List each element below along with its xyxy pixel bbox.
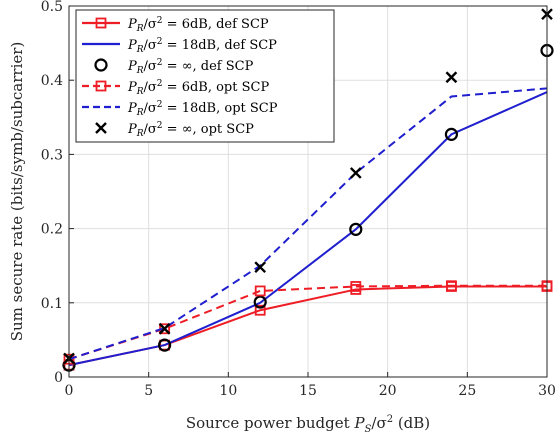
legend-item: PR/σ2 = 18dB, opt SCP	[82, 100, 278, 118]
data-point	[254, 304, 266, 316]
data-point	[444, 127, 458, 141]
x-tick-label: 5	[144, 383, 153, 399]
y-tick-label: 0.1	[41, 296, 63, 312]
series-2	[68, 91, 548, 367]
x-tick-label: 15	[299, 383, 317, 399]
x-axis-label: Source power budget PS/σ2 (dB)	[186, 414, 430, 435]
legend-box	[75, 9, 335, 143]
legend-item: PR/σ2 = 6dB, opt SCP	[82, 79, 269, 97]
data-point	[349, 222, 363, 236]
data-point	[254, 285, 266, 297]
legend-marker	[95, 17, 107, 29]
y-tick-label: 0.2	[41, 222, 63, 238]
legend-marker	[95, 122, 107, 134]
data-point	[445, 280, 457, 292]
y-axis-label: Sum secure rate (bits/symb/subcarrier)	[8, 42, 26, 342]
y-tick-label: 0.4	[41, 73, 63, 89]
y-tick-label: 0.5	[41, 0, 63, 15]
data-point	[158, 338, 172, 352]
x-tick-label: 0	[65, 383, 74, 399]
series-layer	[62, 8, 554, 372]
x-tick-label: 10	[219, 383, 237, 399]
series-line	[68, 87, 548, 361]
data-point	[253, 295, 267, 309]
data-point	[350, 281, 362, 292]
legend-item: PR/σ2 = 18dB, def SCP	[82, 37, 277, 55]
legend-label: PR/σ2 = 18dB, opt SCP	[127, 100, 278, 118]
data-point	[158, 322, 171, 335]
legend-item: PR/σ2 = ∞, opt SCP	[95, 121, 254, 139]
y-tick-label: 0.3	[41, 147, 63, 163]
series-line	[68, 91, 548, 367]
legend: PR/σ2 = 6dB, def SCP PR/σ2 = 18dB, def SC…	[75, 9, 335, 143]
legend-marker	[95, 80, 107, 92]
legend-label: PR/σ2 = 6dB, opt SCP	[127, 79, 269, 97]
ticks: 0 5 10 15 20 25 30 0 0.1 0.2 0.3 0.4 0.5	[41, 0, 556, 399]
legend-item: PR/σ2 = ∞, def SCP	[94, 58, 254, 76]
x-tick-label: 30	[538, 383, 556, 399]
legend-label: PR/σ2 = ∞, opt SCP	[127, 121, 254, 139]
legend-label: PR/σ2 = ∞, def SCP	[127, 58, 254, 76]
x-tick-label: 25	[458, 383, 476, 399]
data-point	[254, 261, 267, 274]
x-tick-label: 20	[379, 383, 397, 399]
legend-marker	[94, 58, 108, 72]
series-5	[68, 87, 548, 361]
data-point	[445, 71, 458, 84]
legend-label: PR/σ2 = 18dB, def SCP	[127, 37, 277, 55]
y-tick-label: 0	[54, 370, 63, 386]
legend-item: PR/σ2 = 6dB, def SCP	[82, 16, 269, 34]
data-point	[349, 167, 362, 179]
legend-label: PR/σ2 = 6dB, def SCP	[127, 16, 269, 34]
